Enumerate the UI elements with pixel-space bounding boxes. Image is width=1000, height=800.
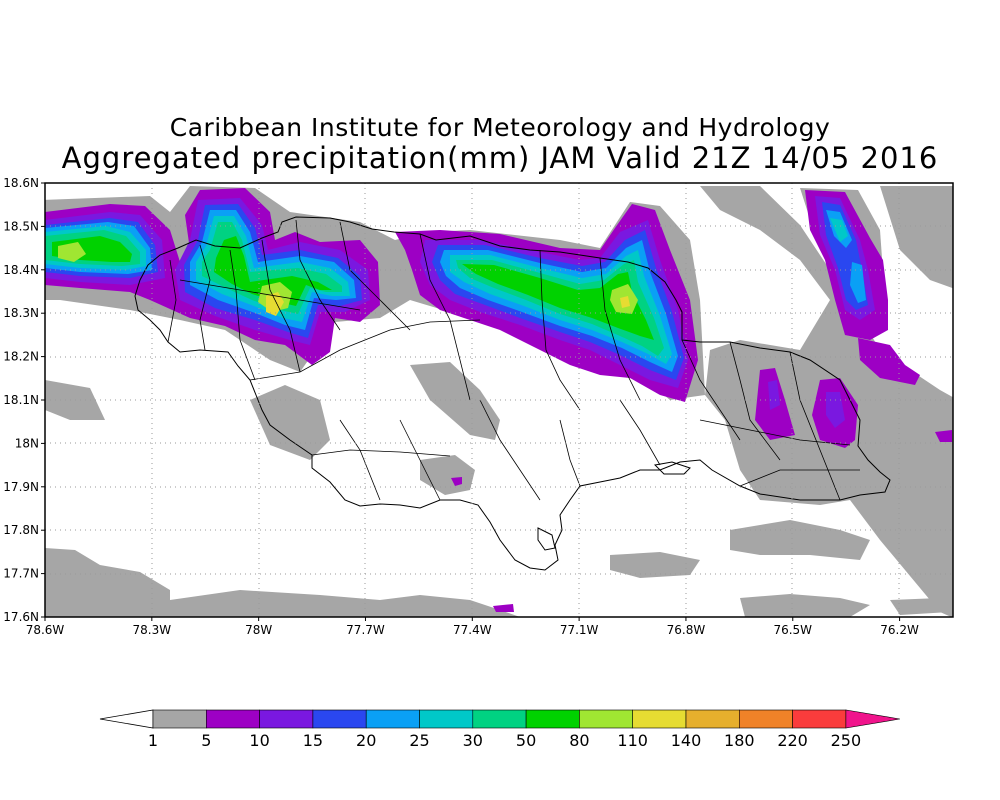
x-tick-label: 77.1W [560, 623, 599, 637]
colorbar-swatch [579, 709, 634, 729]
colorbar-level-label: 140 [671, 731, 702, 750]
colorbar-level-label: 15 [303, 731, 323, 750]
y-tick-label: 18.4N [3, 263, 39, 277]
colorbar-level-label: 180 [724, 731, 755, 750]
colorbar-swatch [365, 709, 420, 729]
x-tick-label: 78.3W [133, 623, 172, 637]
colorbar-swatch [792, 709, 847, 729]
colorbar-level-label: 5 [201, 731, 211, 750]
colorbar-level-label: 80 [569, 731, 589, 750]
colorbar-swatch [312, 709, 367, 729]
x-tick-label: 76.5W [773, 623, 812, 637]
colorbar-level-label: 220 [777, 731, 808, 750]
x-tick-label: 77.4W [453, 623, 492, 637]
x-tick-label: 76.8W [667, 623, 706, 637]
y-tick-label: 18.1N [3, 393, 39, 407]
colorbar-swatch [525, 709, 580, 729]
x-tick-label: 77.7W [346, 623, 385, 637]
y-tick-label: 18.6N [3, 176, 39, 190]
map-title: Caribbean Institute for Meteorology and … [0, 113, 1000, 175]
colorbar-swatch [152, 709, 207, 729]
precip-shading-yellow [266, 292, 630, 316]
colorbar-over-arrow [845, 709, 900, 729]
y-tick-label: 18.3N [3, 306, 39, 320]
colorbar-swatch [472, 709, 527, 729]
y-tick-label: 17.9N [3, 480, 39, 494]
colorbar-level-label: 250 [831, 731, 862, 750]
jamaica-coastline [134, 216, 891, 571]
colorbar-swatch [419, 709, 474, 729]
colorbar-under-arrow [99, 709, 154, 729]
title-product: Aggregated precipitation(mm) JAM Valid 2… [61, 141, 939, 175]
colorbar-level-label: 50 [516, 731, 536, 750]
colorbar-swatch [206, 709, 260, 729]
y-tick-label: 17.8N [3, 523, 39, 537]
colorbar-swatch [632, 709, 687, 729]
y-tick-label: 18N [15, 436, 39, 450]
y-tick-label: 18.2N [3, 350, 39, 364]
colorbar-level-label: 1 [148, 731, 158, 750]
y-tick-label: 17.7N [3, 567, 39, 581]
plot-area [45, 183, 953, 617]
x-tick-label: 78W [245, 623, 272, 637]
x-tick-label: 78.6W [26, 623, 65, 637]
title-institute: Caribbean Institute for Meteorology and … [169, 113, 831, 142]
colorbar: 1 5 10 15 20 25 30 50 80 110 140 180 220 250 [99, 709, 900, 750]
colorbar-swatch [685, 709, 740, 729]
colorbar-level-label: 20 [356, 731, 376, 750]
y-tick-label: 18.5N [3, 219, 39, 233]
colorbar-level-label: 25 [409, 731, 429, 750]
colorbar-level-label: 110 [617, 731, 648, 750]
colorbar-swatch [738, 709, 793, 729]
x-tick-label: 76.2W [880, 623, 919, 637]
colorbar-swatch [259, 709, 314, 729]
axis-ticks: 18.6N 18.5N 18.4N 18.3N 18.2N 18.1N 18N 17.9N 17… [3, 176, 919, 637]
colorbar-level-label: 30 [463, 731, 483, 750]
y-tick-label: 17.6N [3, 610, 39, 624]
colorbar-level-label: 10 [249, 731, 269, 750]
